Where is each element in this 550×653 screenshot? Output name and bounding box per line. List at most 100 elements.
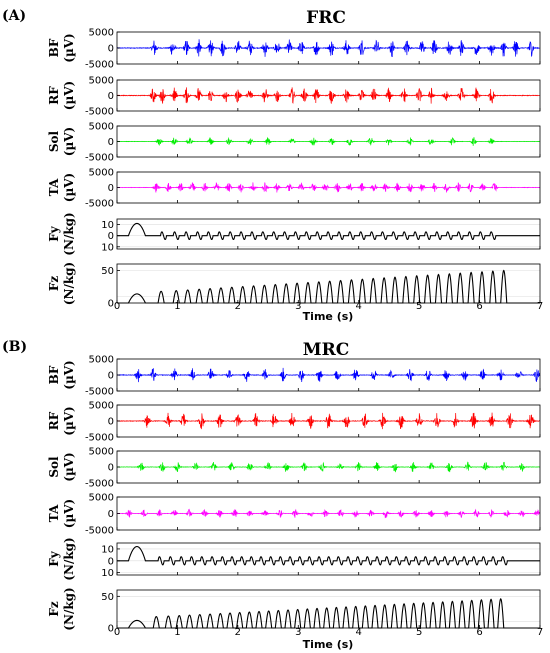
x-tick-label: 3 [295, 627, 301, 638]
panel-a-xlabel: Time (s) [303, 310, 354, 323]
x-tick-label: 1 [174, 627, 180, 638]
y-tick-label: -5000 [85, 107, 114, 118]
y-label-unit: (N/kg) [62, 262, 76, 305]
y-label-unit: (µV) [62, 499, 76, 528]
y-label-fy: Fy(N/kg) [47, 537, 76, 580]
series-fz [117, 269, 540, 304]
y-tick-label: -5000 [85, 387, 114, 398]
series-bf [116, 367, 541, 383]
y-tick-label: 5000 [89, 76, 114, 87]
y-tick-label: 5000 [89, 447, 114, 458]
y-label-ta: TA(µV) [47, 173, 76, 202]
y-tick-label: 10 [101, 220, 114, 231]
y-label-unit: (N/kg) [62, 587, 76, 630]
y-label-unit: (µV) [62, 127, 76, 156]
axes-frame [116, 218, 541, 250]
y-label-unit: (N/kg) [62, 212, 76, 255]
series-rf [116, 87, 541, 104]
y-tick-label: 0 [108, 556, 114, 567]
series-bf [116, 39, 541, 58]
axes-frame [116, 263, 541, 304]
x-tick-label: 2 [235, 627, 241, 638]
y-label-unit: (µV) [62, 81, 76, 110]
y-tick-label: 5000 [89, 122, 114, 133]
subplot-rf: -5000 0 5000 RF(µV) [47, 401, 541, 444]
y-tick-label: 0 [108, 183, 114, 194]
x-tick-label: 6 [476, 627, 482, 638]
y-tick-label: 0 [108, 44, 114, 55]
y-label-unit: (µV) [62, 33, 76, 62]
y-label-name: RF [47, 86, 61, 105]
x-tick-label: 7 [537, 301, 543, 312]
x-tick-label: 0 [114, 627, 120, 638]
y-tick-label: 0 [108, 624, 114, 635]
y-label-name: Fy [47, 225, 61, 242]
subplot-rf: -5000 0 5000 RF(µV) [47, 76, 541, 118]
subplot-ta: -5000 0 5000 TA(µV) [47, 493, 541, 537]
y-tick-label: 0 [108, 417, 114, 428]
y-label-ta: TA(µV) [47, 499, 76, 528]
y-tick-label: 0 [108, 509, 114, 520]
y-tick-label: 50 [101, 592, 114, 603]
series-sol [116, 136, 541, 146]
y-tick-label: -5000 [85, 199, 114, 210]
y-label-name: BF [47, 38, 61, 57]
x-tick-label: 4 [356, 301, 362, 312]
subplot-sol: -5000 0 5000 Sol(µV) [47, 447, 541, 490]
y-label-name: TA [47, 504, 61, 522]
series-fz [117, 598, 540, 629]
y-label-name: Sol [47, 130, 61, 152]
y-label-name: Fz [47, 276, 61, 292]
x-tick-label: 2 [235, 301, 241, 312]
y-tick-label: 10 [101, 568, 114, 579]
y-tick-label: 50 [101, 266, 114, 277]
x-tick-label: 0 [114, 301, 120, 312]
panel-b-plots: -500005000BF(µV)-500005000RF(µV)-5000050… [47, 355, 543, 639]
x-tick-label: 3 [295, 301, 301, 312]
y-tick-label: 10 [101, 544, 114, 555]
y-label-unit: (µV) [62, 360, 76, 389]
y-label-fz: Fz(N/kg) [47, 587, 76, 630]
y-tick-label: 0 [108, 137, 114, 148]
axes-frame [116, 542, 541, 576]
x-tick-label: 1 [174, 301, 180, 312]
y-tick-label: -5000 [85, 60, 114, 71]
y-tick-label: 0 [108, 463, 114, 474]
panel-b-label: (B) [2, 339, 27, 355]
axes-frame [116, 589, 541, 629]
series-rf [116, 412, 541, 430]
y-tick-label: 5000 [89, 28, 114, 39]
subplot-bf: -5000 0 5000 BF(µV) [47, 28, 541, 71]
y-tick-label: 0 [108, 371, 114, 382]
y-label-name: BF [47, 365, 61, 384]
panel-b-title: MRC [303, 340, 349, 360]
y-tick-label: -5000 [85, 153, 114, 164]
y-label-bf: BF(µV) [47, 33, 76, 62]
y-label-name: Sol [47, 456, 61, 478]
panel-a-title: FRC [306, 8, 346, 28]
x-tick-label: 7 [537, 627, 543, 638]
y-label-unit: (N/kg) [62, 537, 76, 580]
y-label-unit: (µV) [62, 452, 76, 481]
y-tick-label: 0 [108, 231, 114, 242]
y-tick-label: -5000 [85, 433, 114, 444]
y-label-name: Fy [47, 550, 61, 567]
x-tick-label: 4 [356, 627, 362, 638]
y-tick-label: 0 [108, 91, 114, 102]
y-label-name: RF [47, 411, 61, 430]
y-label-bf: BF(µV) [47, 360, 76, 389]
y-tick-label: -5000 [85, 526, 114, 537]
subplot-fz: 0 50 Fz(N/kg) [47, 587, 541, 635]
y-label-fz: Fz(N/kg) [47, 262, 76, 305]
y-tick-label: 5000 [89, 401, 114, 412]
y-tick-label: 0 [108, 299, 114, 310]
y-label-name: Fz [47, 601, 61, 617]
series-ta [116, 508, 541, 519]
series-fy [117, 222, 540, 240]
x-tick-label: 5 [416, 301, 422, 312]
y-tick-label: 5000 [89, 355, 114, 366]
y-tick-label: 5000 [89, 493, 114, 504]
